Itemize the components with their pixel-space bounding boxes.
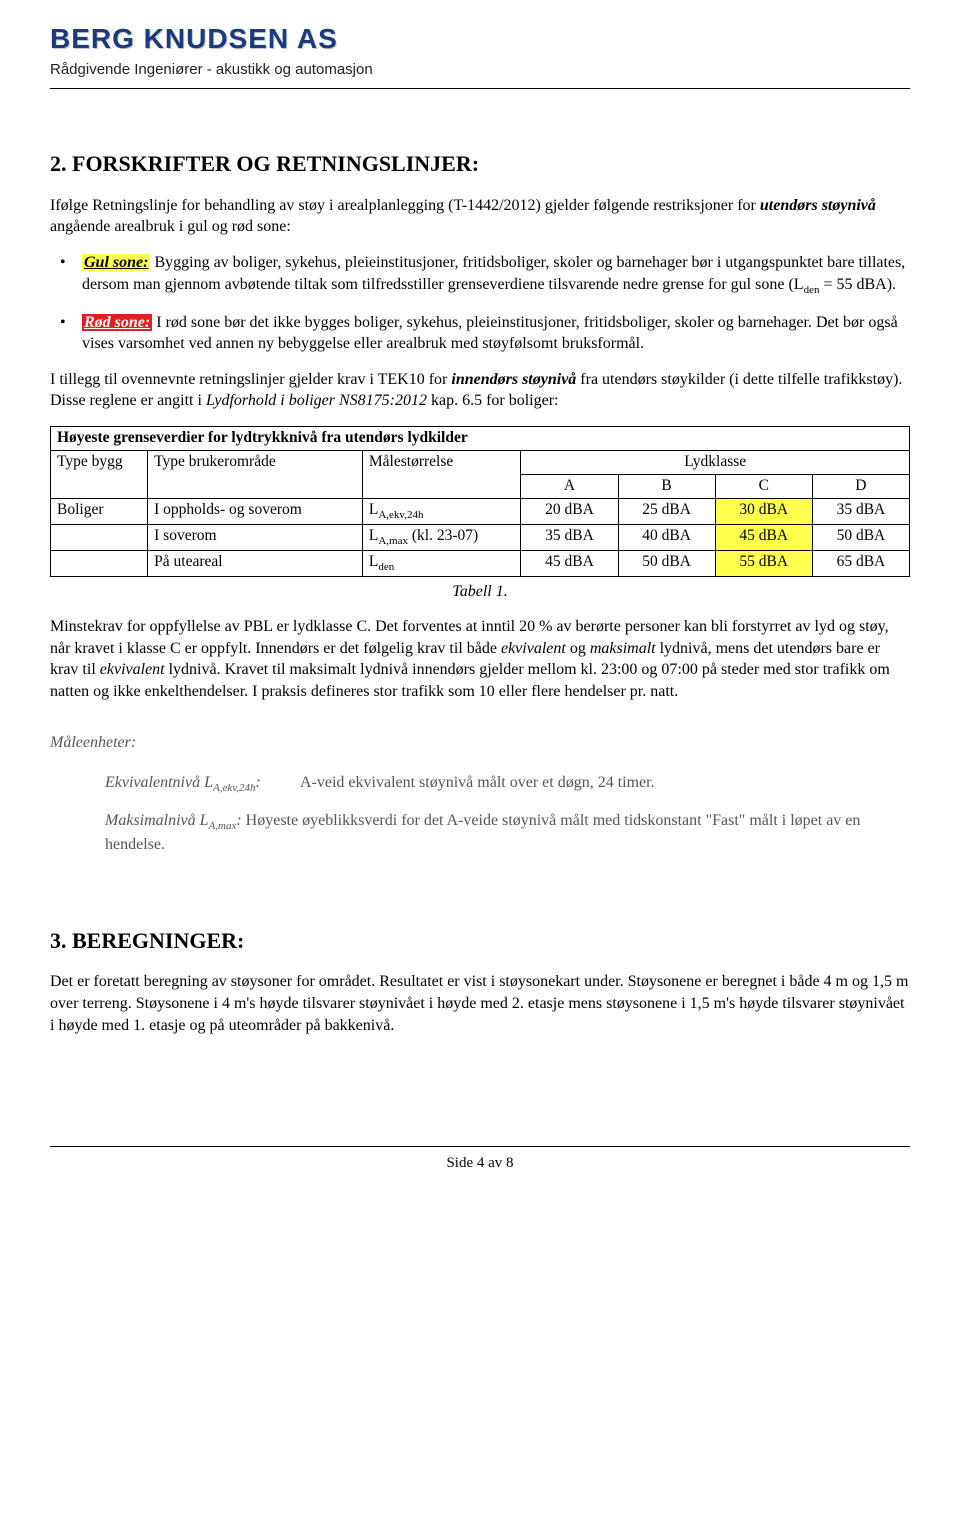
cell-malestorrelse: LA,max (kl. 23-07) <box>362 524 521 550</box>
th-class-c: C <box>715 474 812 498</box>
th-typebygg: Type bygg <box>51 450 148 498</box>
section-3-heading: 3. BEREGNINGER: <box>50 926 910 956</box>
cell-value: 65 dBA <box>812 550 909 576</box>
intro-post: angående arealbruk i gul og rød sone: <box>50 218 291 235</box>
cell-value: 50 dBA <box>618 550 715 576</box>
rod-sone-label: Rød sone: <box>82 314 152 331</box>
gul-sone-item: Gul sone: Bygging av boliger, sykehus, p… <box>50 252 910 298</box>
gul-sone-text1: Bygging av boliger, sykehus, pleieinstit… <box>82 254 905 293</box>
cell-value: 20 dBA <box>521 498 618 524</box>
th-class-a: A <box>521 474 618 498</box>
page-footer: Side 4 av 8 <box>50 1146 910 1173</box>
gul-sone-label: Gul sone: <box>82 254 150 271</box>
cell-typebygg <box>51 524 148 550</box>
cell-value: 45 dBA <box>521 550 618 576</box>
table-row: BoligerI oppholds- og soveromLA,ekv,24h2… <box>51 498 910 524</box>
cell-value: 35 dBA <box>812 498 909 524</box>
para2-pre: I tillegg til ovennevnte retningslinjer … <box>50 371 451 388</box>
mk-em3: ekvivalent <box>100 661 165 678</box>
maaleenheter-title: Måleenheter: <box>50 732 910 754</box>
table-row: I soveromLA,max (kl. 23-07)35 dBA40 dBA4… <box>51 524 910 550</box>
minstekrav-paragraph: Minstekrav for oppfyllelse av PBL er lyd… <box>50 616 910 702</box>
max-post: : <box>236 812 241 829</box>
cell-malestorrelse: Lden <box>362 550 521 576</box>
cell-value: 55 dBA <box>715 550 812 576</box>
company-name: BERG KNUDSEN AS <box>50 20 910 58</box>
lydklasse-table: Høyeste grenseverdier for lydtrykknivå f… <box>50 426 910 577</box>
gul-sone-text2: = 55 dBA). <box>819 276 896 293</box>
max-pre: Maksimalnivå L <box>105 812 209 829</box>
rod-sone-text: I rød sone bør det ikke bygges boliger, … <box>82 314 898 353</box>
mk-em2: maksimalt <box>590 640 656 657</box>
max-term: Maksimalnivå LA,max: <box>105 812 246 829</box>
tek10-paragraph: I tillegg til ovennevnte retningslinjer … <box>50 369 910 412</box>
ekvivalent-def: Ekvivalentnivå LA,ekv,24h: A-veid ekviva… <box>105 772 910 796</box>
ekv-def: A-veid ekvivalent støynivå målt over et … <box>300 774 655 791</box>
cell-value: 40 dBA <box>618 524 715 550</box>
th-class-d: D <box>812 474 909 498</box>
cell-malestorrelse: LA,ekv,24h <box>362 498 521 524</box>
page-header: BERG KNUDSEN AS Rådgivende Ingeniører - … <box>50 20 910 89</box>
cell-brukeromrade: I soverom <box>148 524 363 550</box>
maksimal-def: Maksimalnivå LA,max: Høyeste øyeblikksve… <box>105 810 910 856</box>
mk-em1: ekvivalent <box>501 640 566 657</box>
section-2-heading: 2. FORSKRIFTER OG RETNINGSLINJER: <box>50 149 910 179</box>
rod-sone-item: Rød sone: I rød sone bør det ikke bygges… <box>50 312 910 355</box>
cell-typebygg: Boliger <box>51 498 148 524</box>
table-title: Høyeste grenseverdier for lydtrykknivå f… <box>51 426 910 450</box>
para2-post: kap. 6.5 for boliger: <box>427 392 559 409</box>
th-brukeromrade: Type brukerområde <box>148 450 363 498</box>
table-caption: Tabell 1. <box>50 581 910 603</box>
table-row: På utearealLden45 dBA50 dBA55 dBA65 dBA <box>51 550 910 576</box>
max-sub: A,max <box>209 820 237 832</box>
intro-paragraph: Ifølge Retningslinje for behandling av s… <box>50 195 910 238</box>
cell-value: 25 dBA <box>618 498 715 524</box>
cell-value: 45 dBA <box>715 524 812 550</box>
para2-em: innendørs støynivå <box>451 371 576 388</box>
cell-brukeromrade: I oppholds- og soverom <box>148 498 363 524</box>
th-class-b: B <box>618 474 715 498</box>
cell-typebygg <box>51 550 148 576</box>
intro-em: utendørs støynivå <box>760 197 876 214</box>
ekv-term: Ekvivalentnivå LA,ekv,24h: <box>105 774 265 791</box>
ekv-post: : <box>256 774 261 791</box>
company-subtitle: Rådgivende Ingeniører - akustikk og auto… <box>50 60 910 80</box>
beregninger-paragraph: Det er foretatt beregning av støysoner f… <box>50 971 910 1036</box>
ekv-sub: A,ekv,24h <box>213 782 256 794</box>
th-lydklasse: Lydklasse <box>521 450 910 474</box>
mk-d: lydnivå. Kravet til maksimalt lydnivå in… <box>50 661 890 700</box>
mk-b: og <box>566 640 590 657</box>
cell-value: 35 dBA <box>521 524 618 550</box>
para2-em2: Lydforhold i boliger NS8175:2012 <box>206 392 427 409</box>
th-malestorrelse: Målestørrelse <box>362 450 521 498</box>
gul-sone-sub: den <box>804 284 820 296</box>
zone-list: Gul sone: Bygging av boliger, sykehus, p… <box>50 252 910 355</box>
cell-value: 50 dBA <box>812 524 909 550</box>
cell-value: 30 dBA <box>715 498 812 524</box>
cell-brukeromrade: På uteareal <box>148 550 363 576</box>
intro-pre: Ifølge Retningslinje for behandling av s… <box>50 197 760 214</box>
ekv-pre: Ekvivalentnivå L <box>105 774 213 791</box>
